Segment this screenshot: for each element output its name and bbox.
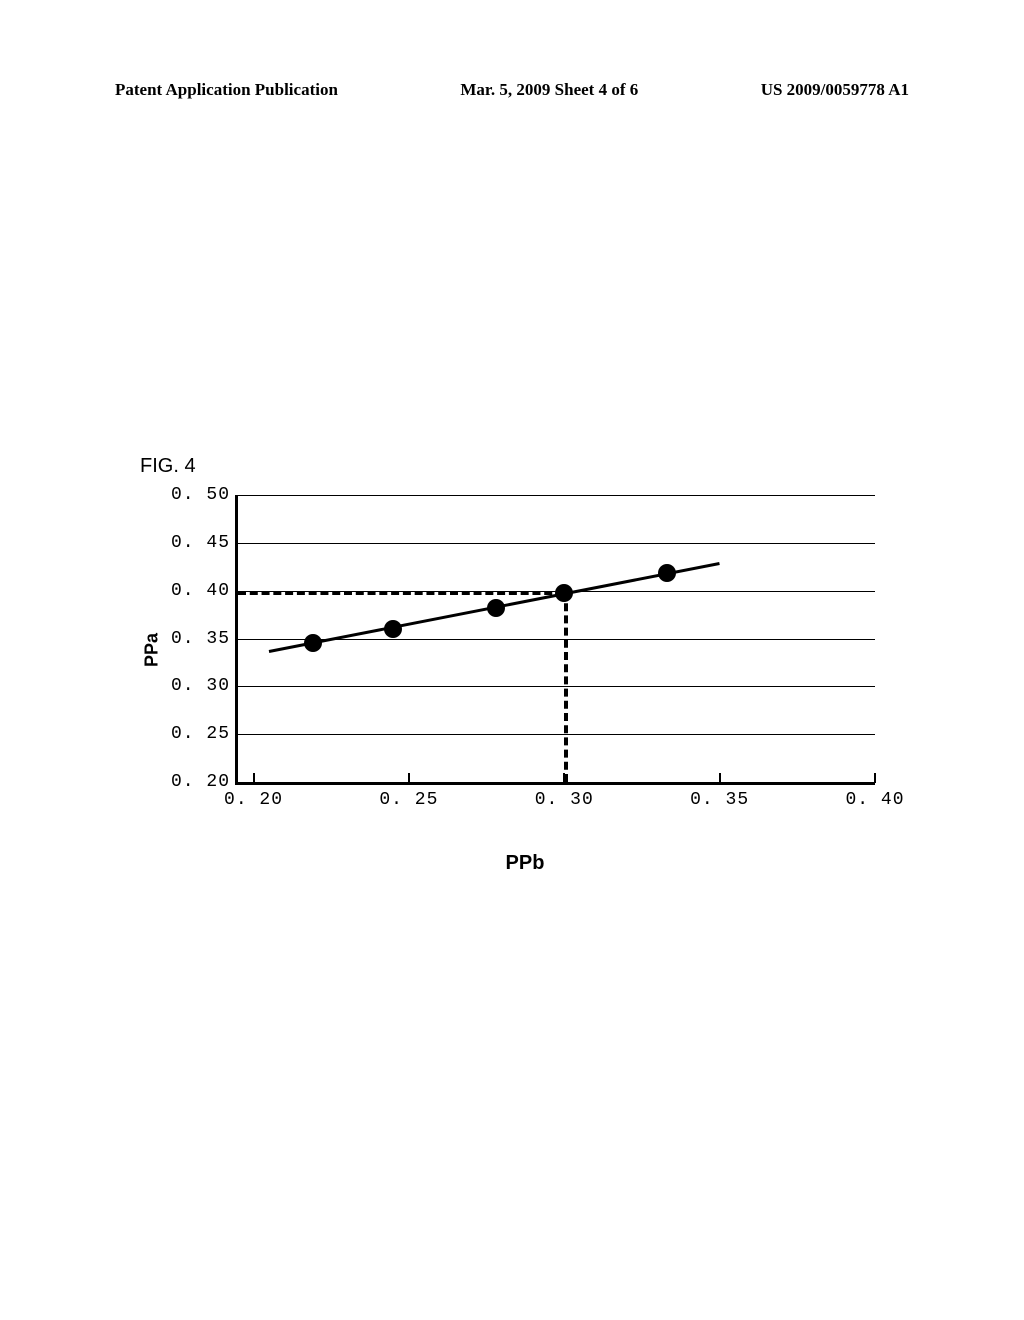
x-tick-label: 0. 25: [379, 790, 438, 810]
x-tick-label: 0. 30: [535, 790, 594, 810]
y-axis-label: PPa: [142, 633, 163, 667]
data-point: [384, 620, 402, 638]
x-tick-mark: [253, 773, 255, 783]
data-point: [658, 564, 676, 582]
y-tick-label: 0. 20: [171, 772, 230, 792]
x-axis-label: PPb: [506, 852, 545, 875]
y-tick-label: 0. 25: [171, 724, 230, 744]
x-tick-mark: [408, 773, 410, 783]
reference-line-horizontal: [238, 591, 564, 595]
y-tick-label: 0. 30: [171, 676, 230, 696]
plot-area: 0. 200. 250. 300. 350. 400. 450. 500. 20…: [235, 495, 875, 785]
x-tick-label: 0. 20: [224, 790, 283, 810]
page-header: Patent Application Publication Mar. 5, 2…: [115, 80, 909, 100]
data-point: [304, 634, 322, 652]
y-tick-label: 0. 35: [171, 629, 230, 649]
gridline-h: [238, 734, 875, 735]
header-right: US 2009/0059778 A1: [761, 80, 909, 100]
gridline-h: [238, 543, 875, 544]
x-tick-mark: [719, 773, 721, 783]
gridline-h: [238, 495, 875, 496]
header-left: Patent Application Publication: [115, 80, 338, 100]
figure-label: FIG. 4: [140, 455, 196, 478]
x-tick-label: 0. 40: [845, 790, 904, 810]
x-tick-label: 0. 35: [690, 790, 749, 810]
reference-line-vertical: [564, 591, 568, 782]
data-point: [555, 584, 573, 602]
header-center: Mar. 5, 2009 Sheet 4 of 6: [460, 80, 638, 100]
chart: PPa PPb 0. 200. 250. 300. 350. 400. 450.…: [165, 485, 885, 815]
x-tick-mark: [874, 773, 876, 783]
y-tick-label: 0. 50: [171, 485, 230, 505]
y-tick-label: 0. 45: [171, 533, 230, 553]
y-tick-label: 0. 40: [171, 581, 230, 601]
gridline-h: [238, 686, 875, 687]
data-point: [487, 599, 505, 617]
